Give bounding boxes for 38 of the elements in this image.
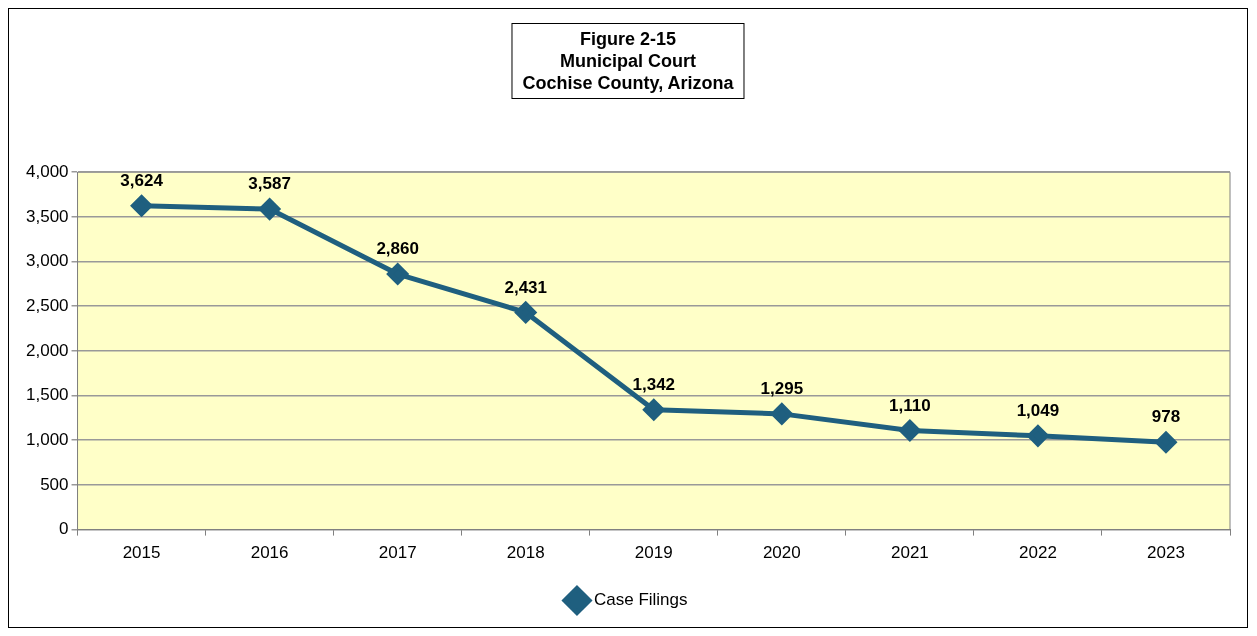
point	[1027, 425, 1049, 447]
y-tick-label: 2,000	[25, 340, 69, 360]
y-tick-label: 0	[59, 519, 69, 539]
data-label: 978	[1151, 407, 1181, 427]
legend-label: Case Filings	[593, 590, 688, 610]
data-label: 1,110	[889, 395, 931, 415]
x-tick-label: 2019	[634, 543, 673, 563]
point	[1155, 431, 1177, 453]
x-tick-label: 2016	[250, 543, 289, 563]
x-tick-label: 2015	[122, 543, 161, 563]
point	[643, 399, 665, 421]
point	[899, 419, 921, 441]
x-tick-label: 2017	[378, 543, 417, 563]
point	[131, 195, 153, 217]
point	[771, 403, 793, 425]
x-tick-label: 2020	[762, 543, 801, 563]
point	[515, 301, 537, 323]
data-label: 1,295	[760, 379, 804, 399]
y-tick-label: 4,000	[25, 161, 69, 181]
x-tick-label: 2021	[890, 543, 929, 563]
data-label: 2,860	[376, 239, 419, 259]
x-tick-label: 2023	[1147, 543, 1185, 563]
x-tick-label: 2018	[506, 543, 545, 563]
data-label: 1,342	[632, 374, 676, 394]
y-tick-label: 1,000	[25, 429, 69, 449]
y-tick-label: 2,500	[25, 295, 69, 315]
x-tick-label: 2022	[1019, 543, 1057, 563]
y-tick-label: 500	[40, 474, 69, 494]
y-tick-label: 1,500	[25, 385, 69, 405]
data-label: 3,587	[248, 174, 291, 194]
y-tick-label: 3,000	[25, 251, 69, 271]
data-label: 3,624	[120, 170, 164, 190]
chart-title: Figure 2-15 Municipal Court Cochise County, Arizona	[522, 28, 734, 94]
data-label: 2,431	[504, 277, 547, 297]
point	[259, 198, 281, 220]
y-tick-label: 3,500	[25, 206, 69, 226]
data-label: 1,049	[1016, 401, 1060, 421]
point	[387, 263, 409, 285]
